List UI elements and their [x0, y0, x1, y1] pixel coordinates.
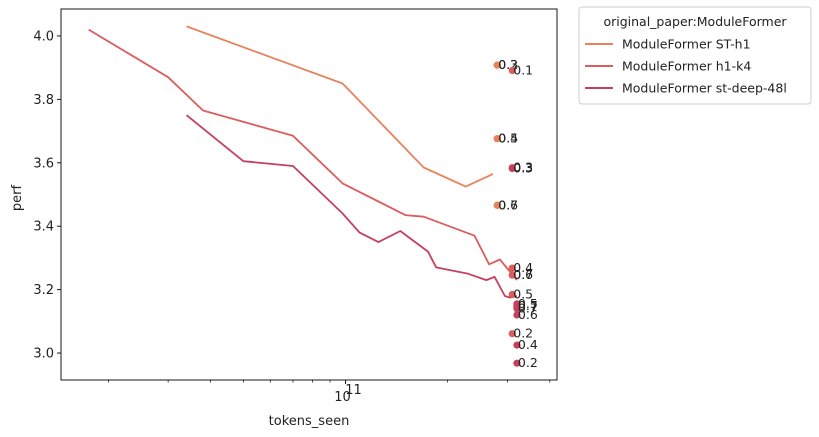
point-label: 0.2: [513, 326, 533, 341]
point-label: 0.7: [518, 301, 538, 316]
legend-frame: [578, 6, 812, 105]
legend-entry-label: ModuleFormer ST-h1: [622, 37, 751, 52]
scatter-point: [508, 264, 516, 272]
point-label: 0.6: [518, 307, 538, 322]
legend-entry-label: ModuleFormer h1-k4: [622, 59, 751, 74]
y-tick-label: 3.2: [33, 283, 54, 298]
point-label: 0.3: [513, 160, 533, 175]
legend-entry-label: ModuleFormer st-deep-48l: [622, 81, 787, 96]
x-tick-exponent: 11: [345, 383, 362, 398]
point-label: 0.7: [498, 197, 518, 212]
y-tick-label: 3.4: [33, 220, 54, 235]
x-axis-label: tokens_seen: [269, 414, 350, 429]
legend: original_paper:ModuleFormer ModuleFormer…: [578, 6, 812, 105]
point-label: 0.5: [498, 131, 518, 146]
scatter-point: [508, 66, 516, 75]
scatter-point: [513, 311, 521, 319]
scatter-point: [513, 359, 521, 367]
scatter-point: [493, 135, 501, 143]
scatter-point: [513, 305, 521, 313]
legend-title: original_paper:ModuleFormer: [603, 14, 787, 29]
scatter-point: [493, 201, 501, 209]
plot-area: 0.30.20.10.50.40.30.30.70.60.40.70.60.50…: [88, 25, 538, 370]
scatter-point: [508, 164, 516, 173]
scatter-point: [508, 290, 516, 298]
y-tick-label: 3.6: [33, 156, 54, 171]
y-tick-label: 3.8: [33, 93, 54, 108]
point-label: 0.4: [518, 337, 538, 352]
point-label: 0.7: [513, 267, 533, 282]
x-tick-label: 10: [334, 390, 351, 405]
y-axis-label: perf: [10, 184, 25, 211]
series-line-2: [88, 28, 518, 281]
scatter-point: [508, 271, 516, 279]
point-label: 0.4: [513, 260, 533, 275]
scatter-point: [508, 330, 516, 338]
scatter-point: [513, 341, 521, 349]
point-label: 0.1: [513, 63, 533, 78]
series-line-3: [186, 114, 518, 299]
point-label: 0.5: [513, 286, 533, 301]
point-label: 0.7: [518, 298, 538, 313]
y-tick-label: 3.0: [33, 347, 54, 362]
point-label: 0.6: [498, 197, 518, 212]
plot-frame: [60, 8, 558, 381]
scatter-point: [493, 61, 501, 69]
point-label: 0.2: [518, 355, 538, 370]
series-line-1: [186, 25, 494, 188]
point-label: 0.6: [513, 267, 533, 282]
point-label: 0.5: [518, 296, 538, 311]
y-tick-label: 4.0: [33, 29, 54, 44]
point-label: 0.4: [498, 131, 518, 146]
point-label: 0.3: [513, 160, 533, 175]
